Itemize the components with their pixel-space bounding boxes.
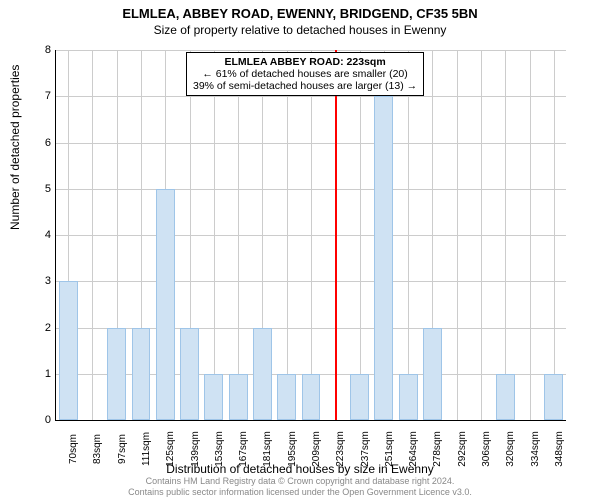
y-tick-label: 4 bbox=[26, 229, 51, 241]
x-tick-label: 97sqm bbox=[117, 434, 128, 464]
bar bbox=[107, 328, 126, 421]
annotation-line3: 39% of semi-detached houses are larger (… bbox=[193, 80, 417, 92]
x-tick-label: 70sqm bbox=[68, 434, 79, 464]
gridline-v bbox=[408, 50, 409, 420]
bar bbox=[544, 374, 563, 420]
bar bbox=[229, 374, 248, 420]
bar bbox=[132, 328, 151, 421]
y-axis-label: Number of detached properties bbox=[8, 65, 22, 230]
gridline-v bbox=[457, 50, 458, 420]
y-tick-label: 8 bbox=[26, 44, 51, 56]
y-tick-label: 0 bbox=[26, 414, 51, 426]
annotation-line2: ← 61% of detached houses are smaller (20… bbox=[193, 68, 417, 80]
bar bbox=[180, 328, 199, 421]
gridline-v bbox=[311, 50, 312, 420]
bar bbox=[496, 374, 515, 420]
bar bbox=[399, 374, 418, 420]
bar bbox=[423, 328, 442, 421]
gridline-v bbox=[481, 50, 482, 420]
chart-subtitle: Size of property relative to detached ho… bbox=[0, 23, 600, 37]
y-tick-label: 3 bbox=[26, 275, 51, 287]
y-tick-label: 2 bbox=[26, 322, 51, 334]
footer-line2: Contains public sector information licen… bbox=[0, 487, 600, 498]
gridline-v bbox=[360, 50, 361, 420]
chart-container: ELMLEA, ABBEY ROAD, EWENNY, BRIDGEND, CF… bbox=[0, 0, 600, 500]
x-axis-label: Distribution of detached houses by size … bbox=[0, 462, 600, 476]
gridline-v bbox=[554, 50, 555, 420]
bar bbox=[156, 189, 175, 420]
footer-line1: Contains HM Land Registry data © Crown c… bbox=[0, 476, 600, 487]
bar bbox=[374, 96, 393, 420]
bar bbox=[59, 281, 78, 420]
gridline-v bbox=[92, 50, 93, 420]
bar bbox=[350, 374, 369, 420]
reference-line bbox=[335, 50, 337, 420]
bar bbox=[277, 374, 296, 420]
y-tick-label: 1 bbox=[26, 368, 51, 380]
x-tick-label: 111sqm bbox=[141, 432, 152, 466]
gridline-v bbox=[214, 50, 215, 420]
gridline-v bbox=[287, 50, 288, 420]
gridline-v bbox=[505, 50, 506, 420]
x-tick-label: 83sqm bbox=[92, 434, 103, 464]
y-tick-label: 5 bbox=[26, 183, 51, 195]
annotation-line1: ELMLEA ABBEY ROAD: 223sqm bbox=[193, 56, 417, 68]
gridline-v bbox=[530, 50, 531, 420]
y-tick-label: 6 bbox=[26, 137, 51, 149]
bar bbox=[302, 374, 321, 420]
plot-area: 01234567870sqm83sqm97sqm111sqm125sqm139s… bbox=[55, 50, 566, 421]
y-tick-label: 7 bbox=[26, 90, 51, 102]
gridline-v bbox=[238, 50, 239, 420]
bar bbox=[253, 328, 272, 421]
annotation-box: ELMLEA ABBEY ROAD: 223sqm← 61% of detach… bbox=[186, 52, 424, 96]
chart-title: ELMLEA, ABBEY ROAD, EWENNY, BRIDGEND, CF… bbox=[0, 0, 600, 21]
footer-attribution: Contains HM Land Registry data © Crown c… bbox=[0, 476, 600, 498]
bar bbox=[204, 374, 223, 420]
